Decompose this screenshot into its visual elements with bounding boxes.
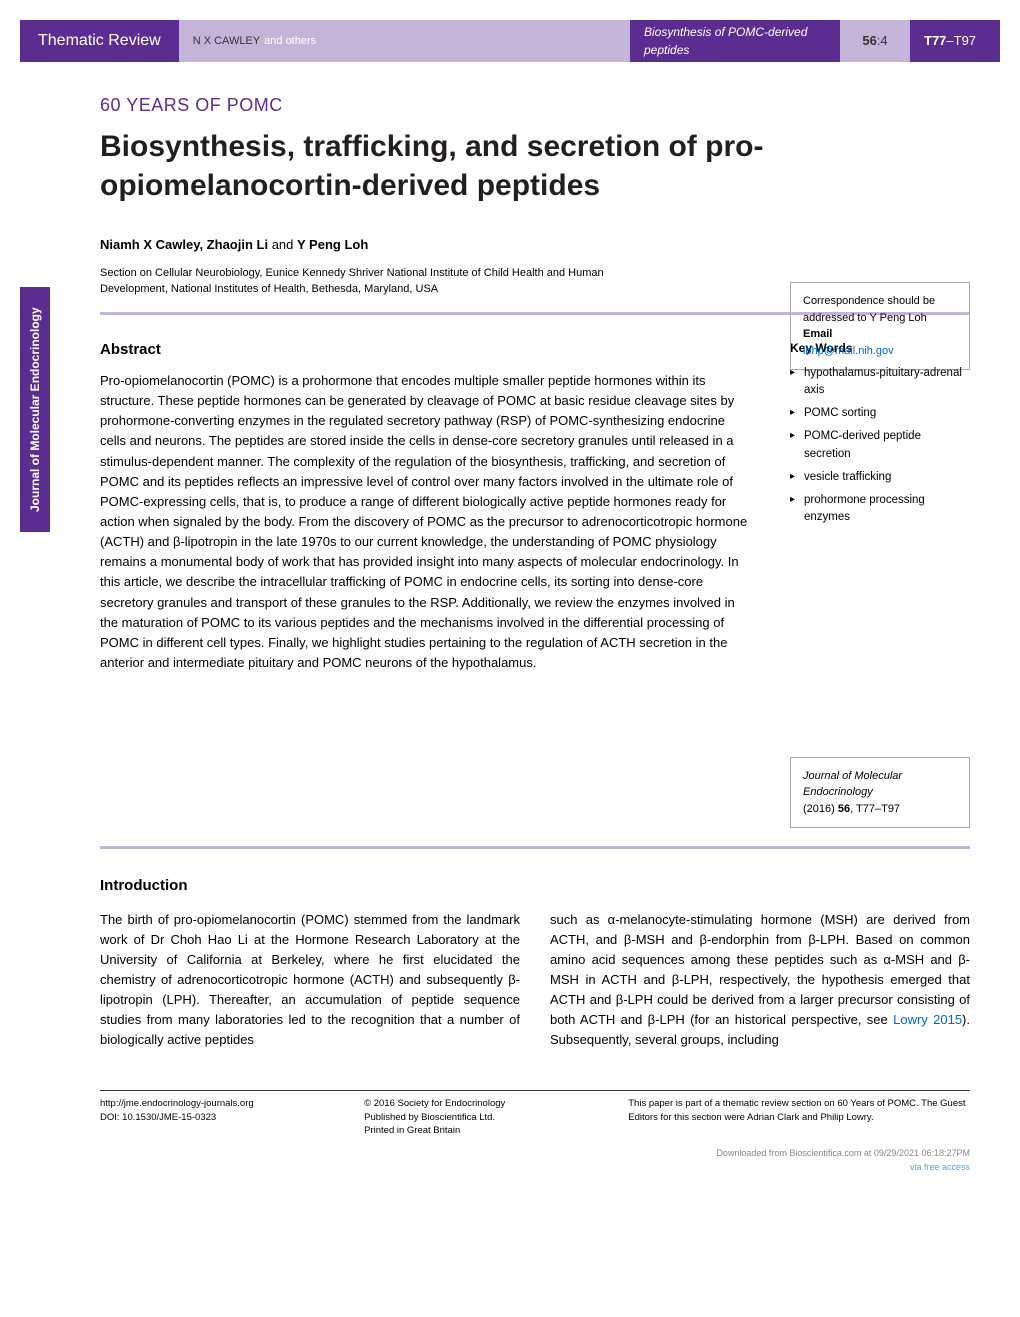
- header-bar: Thematic Review N X CAWLEY and others Bi…: [20, 20, 1000, 62]
- keyword-item: POMC sorting: [790, 405, 970, 422]
- printed-in: Printed in Great Britain: [364, 1124, 608, 1137]
- article-title: Biosynthesis, trafficking, and secretion…: [100, 127, 820, 205]
- journal-pages: , T77–T97: [850, 803, 900, 815]
- footer-url-col: http://jme.endocrinology-journals.org DO…: [100, 1097, 344, 1137]
- abstract-text: Pro-opiomelanocortin (POMC) is a prohorm…: [100, 371, 750, 673]
- email-label: Email: [803, 326, 957, 343]
- keyword-item: vesicle trafficking: [790, 469, 970, 486]
- download-timestamp: Downloaded from Bioscientifica.com at 09…: [716, 1148, 970, 1158]
- page-footer: http://jme.endocrinology-journals.org DO…: [100, 1090, 970, 1137]
- authors-last: Y Peng Loh: [297, 237, 368, 252]
- journal-citation-box: Journal of Molecular Endocrinology (2016…: [790, 757, 970, 829]
- journal-year: (2016): [803, 803, 838, 815]
- journal-vol: 56: [838, 803, 850, 815]
- intro-column-right: such as α-melanocyte-stimulating hormone…: [550, 910, 970, 1051]
- issue-number: :4: [877, 31, 888, 51]
- keyword-item: prohormone processing enzymes: [790, 492, 970, 527]
- access-note: via free access: [910, 1162, 970, 1172]
- introduction-heading: Introduction: [100, 875, 970, 898]
- keyword-item: hypothalamus-pituitary-adrenal axis: [790, 365, 970, 400]
- abstract-heading: Abstract: [100, 339, 750, 362]
- download-note: Downloaded from Bioscientifica.com at 09…: [0, 1147, 970, 1174]
- divider-rule-2: [100, 846, 970, 849]
- article-overline: 60 YEARS OF POMC: [100, 92, 970, 119]
- page-to: –T97: [946, 31, 976, 51]
- keywords-list: hypothalamus-pituitary-adrenal axis POMC…: [790, 365, 970, 527]
- page-range: T77–T97: [910, 20, 1000, 62]
- correspondence-box: Correspondence should be addressed to Y …: [790, 282, 970, 370]
- running-title: Biosynthesis of POMC-derived peptides: [630, 20, 840, 62]
- email-link[interactable]: lohp@mail.nih.gov: [803, 343, 957, 360]
- journal-url[interactable]: http://jme.endocrinology-journals.org: [100, 1097, 344, 1110]
- authors-main: Niamh X Cawley, Zhaojin Li: [100, 237, 268, 252]
- authors-and: and: [268, 237, 297, 252]
- thematic-note: This paper is part of a thematic review …: [628, 1097, 970, 1124]
- journal-vertical-label: Journal of Molecular Endocrinology: [20, 287, 50, 532]
- doi: DOI: 10.1530/JME-15-0323: [100, 1111, 344, 1124]
- intro-text-a: such as α-melanocyte-stimulating hormone…: [550, 912, 970, 1028]
- thematic-review-label: Thematic Review: [20, 20, 179, 62]
- citation-link[interactable]: Lowry 2015: [893, 1012, 962, 1027]
- keyword-item: POMC-derived peptide secretion: [790, 428, 970, 463]
- footer-thematic-col: This paper is part of a thematic review …: [628, 1097, 970, 1137]
- journal-name: Journal of Molecular Endocrinology: [803, 770, 902, 799]
- running-authors: N X CAWLEY and others: [179, 20, 630, 62]
- published-by: Published by Bioscientifica Ltd.: [364, 1111, 608, 1124]
- author-short: N X CAWLEY: [193, 33, 260, 50]
- affiliation: Section on Cellular Neurobiology, Eunice…: [100, 265, 660, 298]
- page-from: T77: [924, 31, 946, 51]
- and-others: and others: [264, 33, 316, 50]
- copyright: © 2016 Society for Endocrinology: [364, 1097, 608, 1110]
- volume-number: 56: [862, 31, 876, 51]
- author-list: Niamh X Cawley, Zhaojin Li and Y Peng Lo…: [100, 235, 970, 255]
- volume-issue: 56:4: [840, 20, 910, 62]
- footer-copyright-col: © 2016 Society for Endocrinology Publish…: [364, 1097, 608, 1137]
- intro-column-left: The birth of pro-opiomelanocortin (POMC)…: [100, 910, 520, 1051]
- correspondence-text: Correspondence should be addressed to Y …: [803, 293, 957, 326]
